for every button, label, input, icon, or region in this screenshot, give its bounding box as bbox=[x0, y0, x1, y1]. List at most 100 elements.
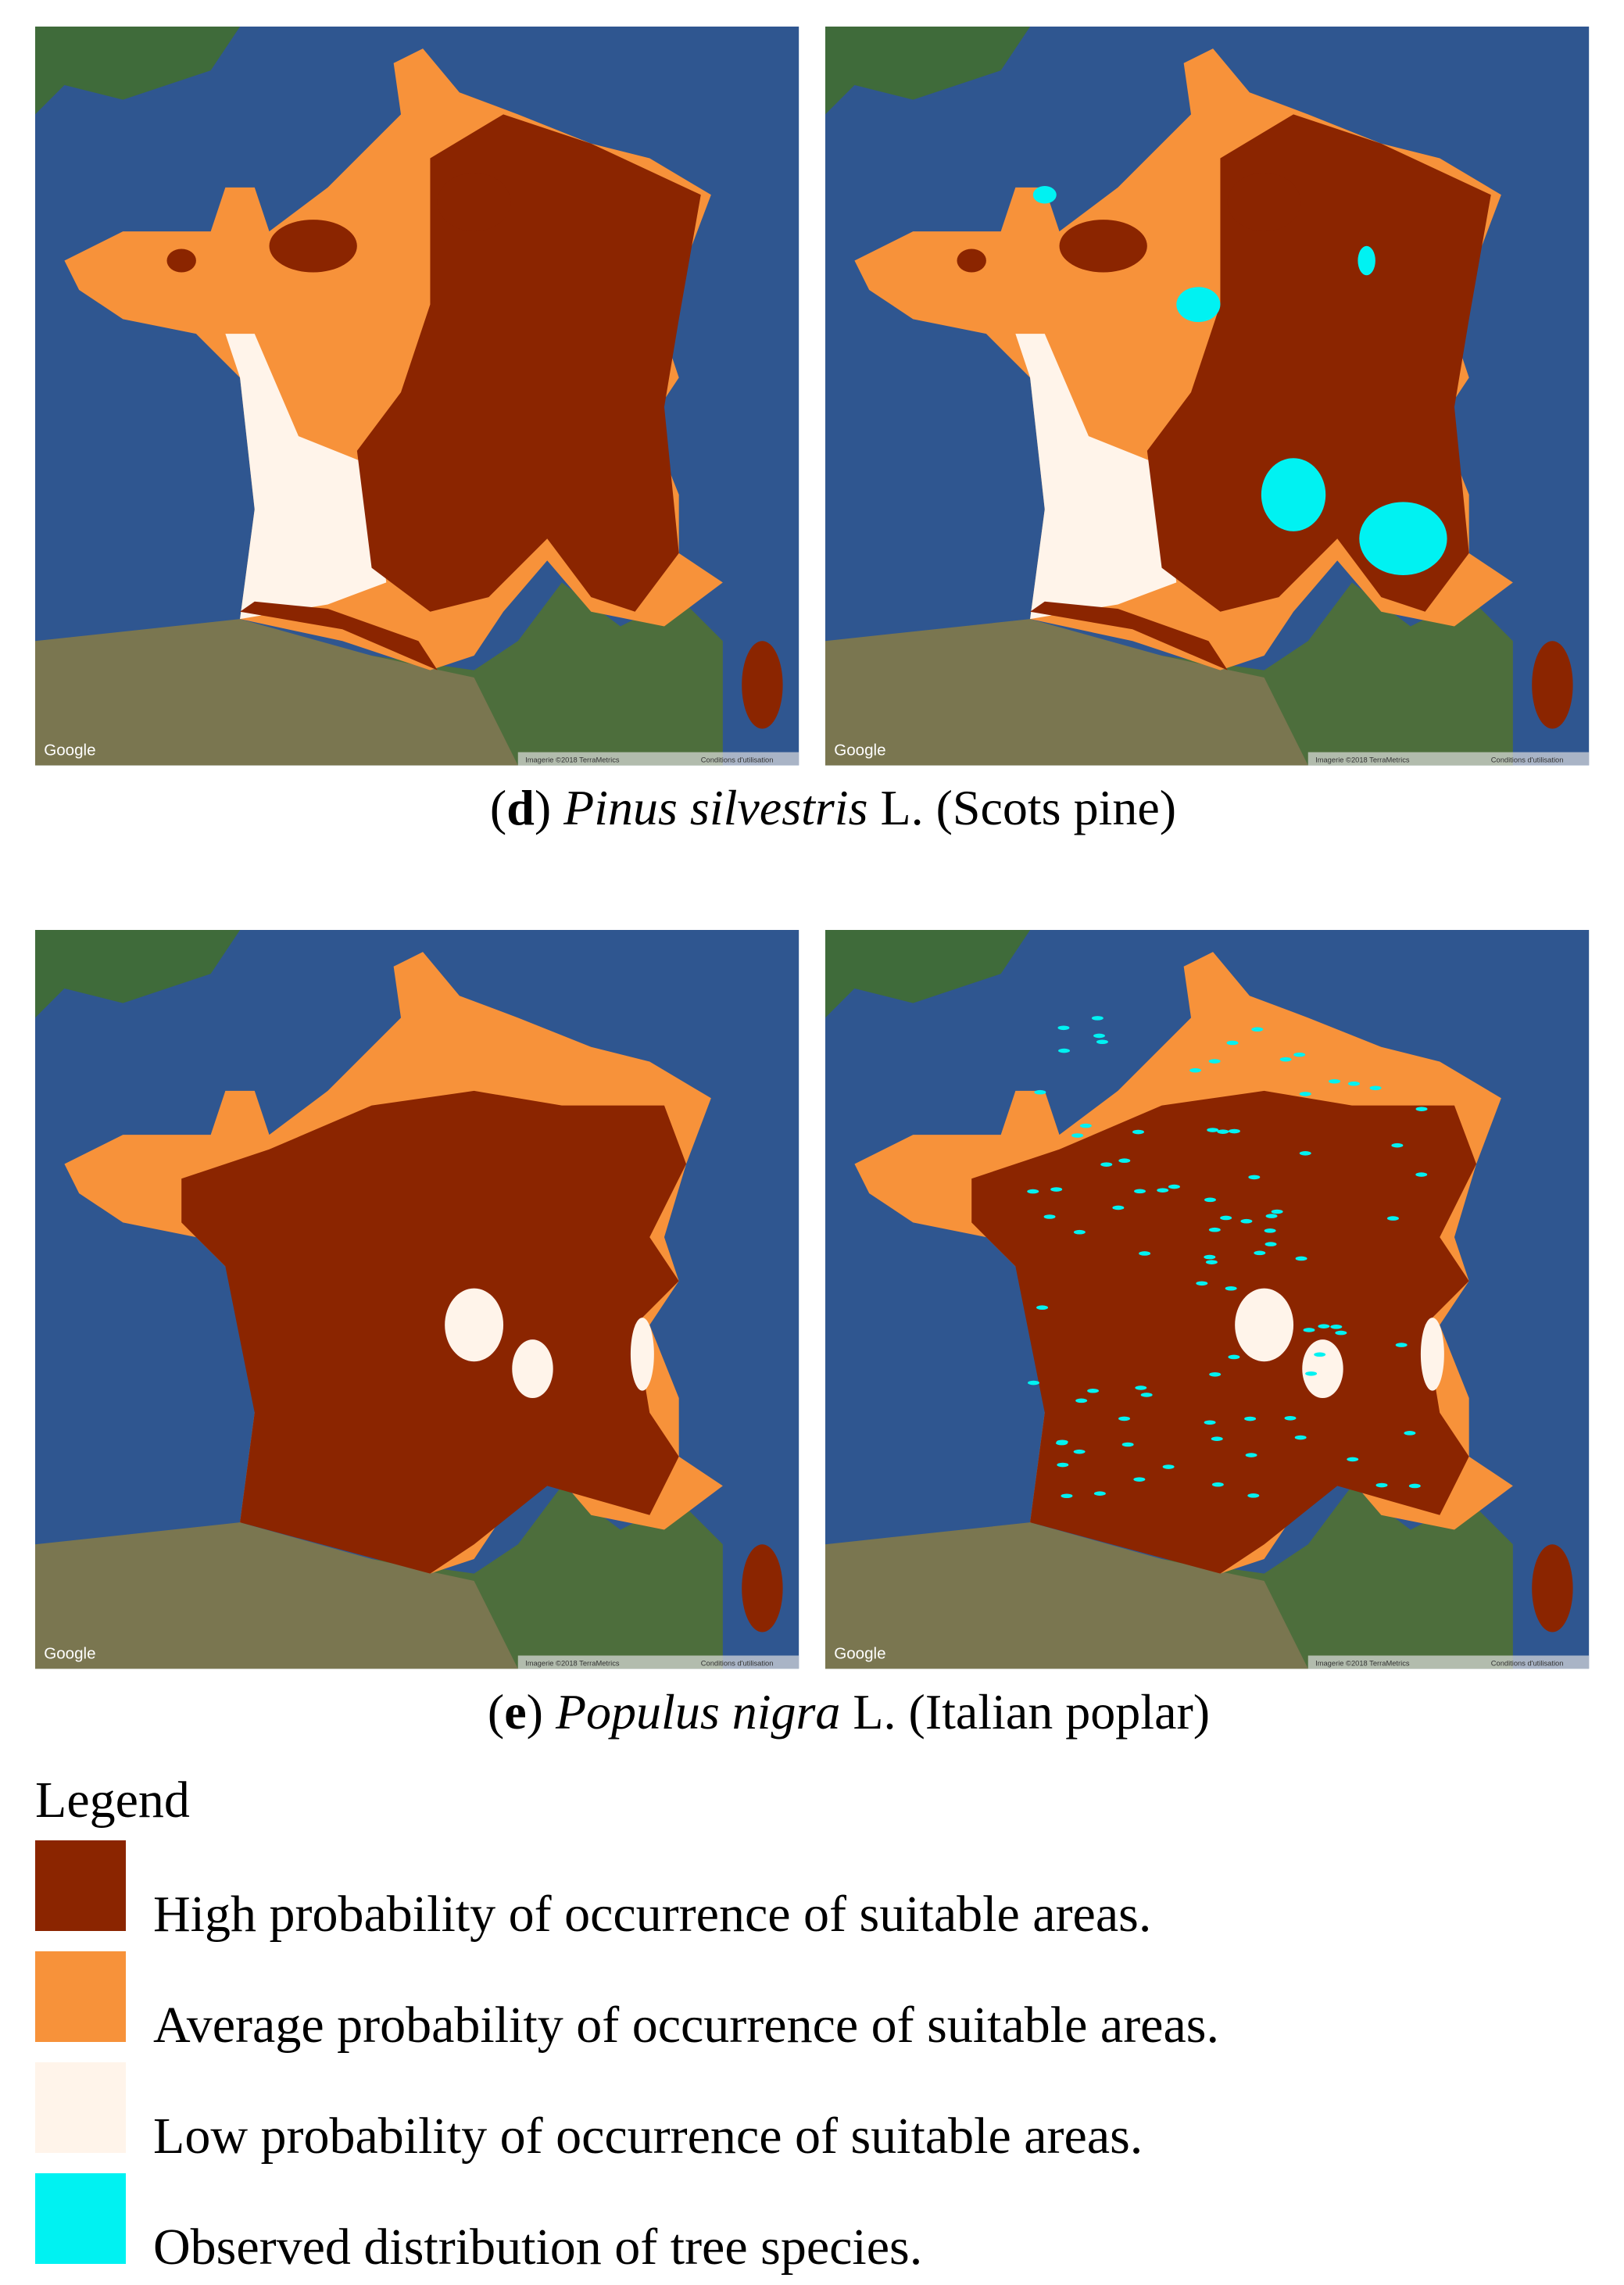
observed bbox=[1073, 1229, 1086, 1235]
observed bbox=[1121, 1442, 1134, 1447]
observed bbox=[1217, 1129, 1229, 1134]
caption-paren: ) bbox=[535, 780, 551, 835]
observed bbox=[1204, 1420, 1216, 1425]
map-imagery: Imagerie ©2018 TerraMetrics bbox=[1315, 1660, 1410, 1668]
observed bbox=[1375, 1482, 1388, 1488]
observed bbox=[1168, 1184, 1180, 1189]
caption-rest: L. (Italian poplar) bbox=[853, 1684, 1210, 1740]
observed bbox=[1118, 1158, 1131, 1164]
observed bbox=[1254, 1250, 1266, 1256]
observed bbox=[1251, 1027, 1264, 1032]
map-imagery: Imagerie ©2018 TerraMetrics bbox=[525, 1660, 620, 1668]
low-zone bbox=[1015, 334, 1177, 620]
caption-paren: ) bbox=[527, 1684, 543, 1740]
high-zone bbox=[1227, 173, 1301, 232]
observed bbox=[1359, 502, 1447, 575]
observed bbox=[1211, 1436, 1223, 1442]
observed bbox=[1318, 1324, 1330, 1328]
observed bbox=[1279, 1057, 1292, 1062]
observed bbox=[1204, 1197, 1216, 1203]
observed bbox=[1369, 1085, 1382, 1091]
caption: (d) Pinus silvestris L. (Scots pine) bbox=[490, 780, 1176, 835]
legend-label: Low probability of occurrence of suitabl… bbox=[153, 2108, 1143, 2165]
legend-swatch bbox=[35, 2062, 126, 2153]
caption-species: Populus nigra bbox=[555, 1684, 840, 1740]
observed bbox=[1075, 1398, 1088, 1404]
observed bbox=[1295, 1256, 1307, 1261]
observed bbox=[1305, 1371, 1318, 1376]
observed bbox=[1134, 1189, 1146, 1194]
high-zone bbox=[1146, 114, 1491, 612]
observed bbox=[1112, 1205, 1125, 1210]
low-zone bbox=[1235, 1288, 1294, 1362]
observed bbox=[1329, 1078, 1341, 1084]
observed bbox=[1330, 1325, 1343, 1329]
observed bbox=[1391, 1142, 1404, 1148]
observed bbox=[1264, 1228, 1276, 1233]
caption-letter: e bbox=[504, 1684, 526, 1740]
observed bbox=[1162, 1464, 1175, 1469]
map-logo: Google bbox=[834, 1644, 885, 1662]
observed bbox=[1299, 1150, 1311, 1156]
observed bbox=[1244, 1416, 1257, 1421]
observed bbox=[1028, 1380, 1039, 1386]
observed bbox=[1093, 1033, 1105, 1039]
map-terms: Conditions d'utilisation bbox=[701, 756, 774, 764]
high-zone bbox=[957, 249, 986, 273]
legend-swatch bbox=[35, 2173, 126, 2264]
map-logo: Google bbox=[44, 741, 95, 759]
land bbox=[35, 1522, 518, 1669]
observed bbox=[1299, 1092, 1311, 1096]
observed bbox=[1228, 1354, 1240, 1360]
observed bbox=[1248, 1175, 1261, 1180]
observed bbox=[1415, 1107, 1428, 1111]
observed bbox=[1347, 1457, 1359, 1462]
observed bbox=[1073, 1449, 1086, 1454]
low-zone bbox=[1302, 1339, 1343, 1399]
land bbox=[825, 619, 1308, 766]
high-zone bbox=[240, 601, 438, 670]
corsica bbox=[1532, 1544, 1573, 1632]
low-zone bbox=[1420, 1318, 1444, 1391]
observed bbox=[1205, 1260, 1218, 1264]
caption-rest: L. (Scots pine) bbox=[880, 780, 1176, 835]
observed bbox=[1261, 458, 1326, 531]
corsica bbox=[1532, 641, 1573, 729]
observed bbox=[1347, 1081, 1360, 1086]
observed bbox=[1284, 1415, 1297, 1421]
map-imagery: Imagerie ©2018 TerraMetrics bbox=[1315, 756, 1410, 764]
legend-title: Legend bbox=[35, 1772, 190, 1829]
observed bbox=[1189, 1067, 1202, 1073]
observed bbox=[1204, 1254, 1216, 1260]
observed bbox=[1247, 1493, 1260, 1498]
map: Google Imagerie ©2018 TerraMetrics Conditi… bbox=[825, 930, 1590, 1669]
observed bbox=[1057, 1462, 1069, 1468]
observed bbox=[1093, 1491, 1106, 1497]
observed bbox=[1061, 1493, 1073, 1499]
high-zone bbox=[356, 114, 701, 612]
observed bbox=[1079, 1123, 1092, 1128]
observed bbox=[1226, 1040, 1239, 1046]
observed bbox=[1220, 1215, 1232, 1221]
observed bbox=[1293, 1052, 1306, 1057]
observed bbox=[1133, 1477, 1146, 1482]
observed bbox=[1314, 1352, 1326, 1357]
observed bbox=[1208, 1059, 1221, 1064]
high-zone bbox=[166, 249, 196, 273]
observed bbox=[1032, 186, 1057, 204]
land bbox=[35, 619, 518, 766]
observed bbox=[1034, 1089, 1046, 1095]
caption-species: Pinus silvestris bbox=[563, 780, 867, 835]
legend-label: High probability of occurrence of suitab… bbox=[153, 1886, 1151, 1943]
observed bbox=[1071, 1133, 1084, 1138]
observed bbox=[1135, 1386, 1147, 1390]
observed bbox=[1209, 1371, 1222, 1377]
observed bbox=[1265, 1214, 1278, 1218]
high-zone bbox=[269, 220, 357, 273]
observed bbox=[1294, 1435, 1307, 1440]
caption-paren: ( bbox=[488, 1684, 504, 1740]
observed bbox=[1050, 1187, 1063, 1192]
observed bbox=[1091, 1016, 1104, 1021]
observed bbox=[1395, 1343, 1408, 1347]
